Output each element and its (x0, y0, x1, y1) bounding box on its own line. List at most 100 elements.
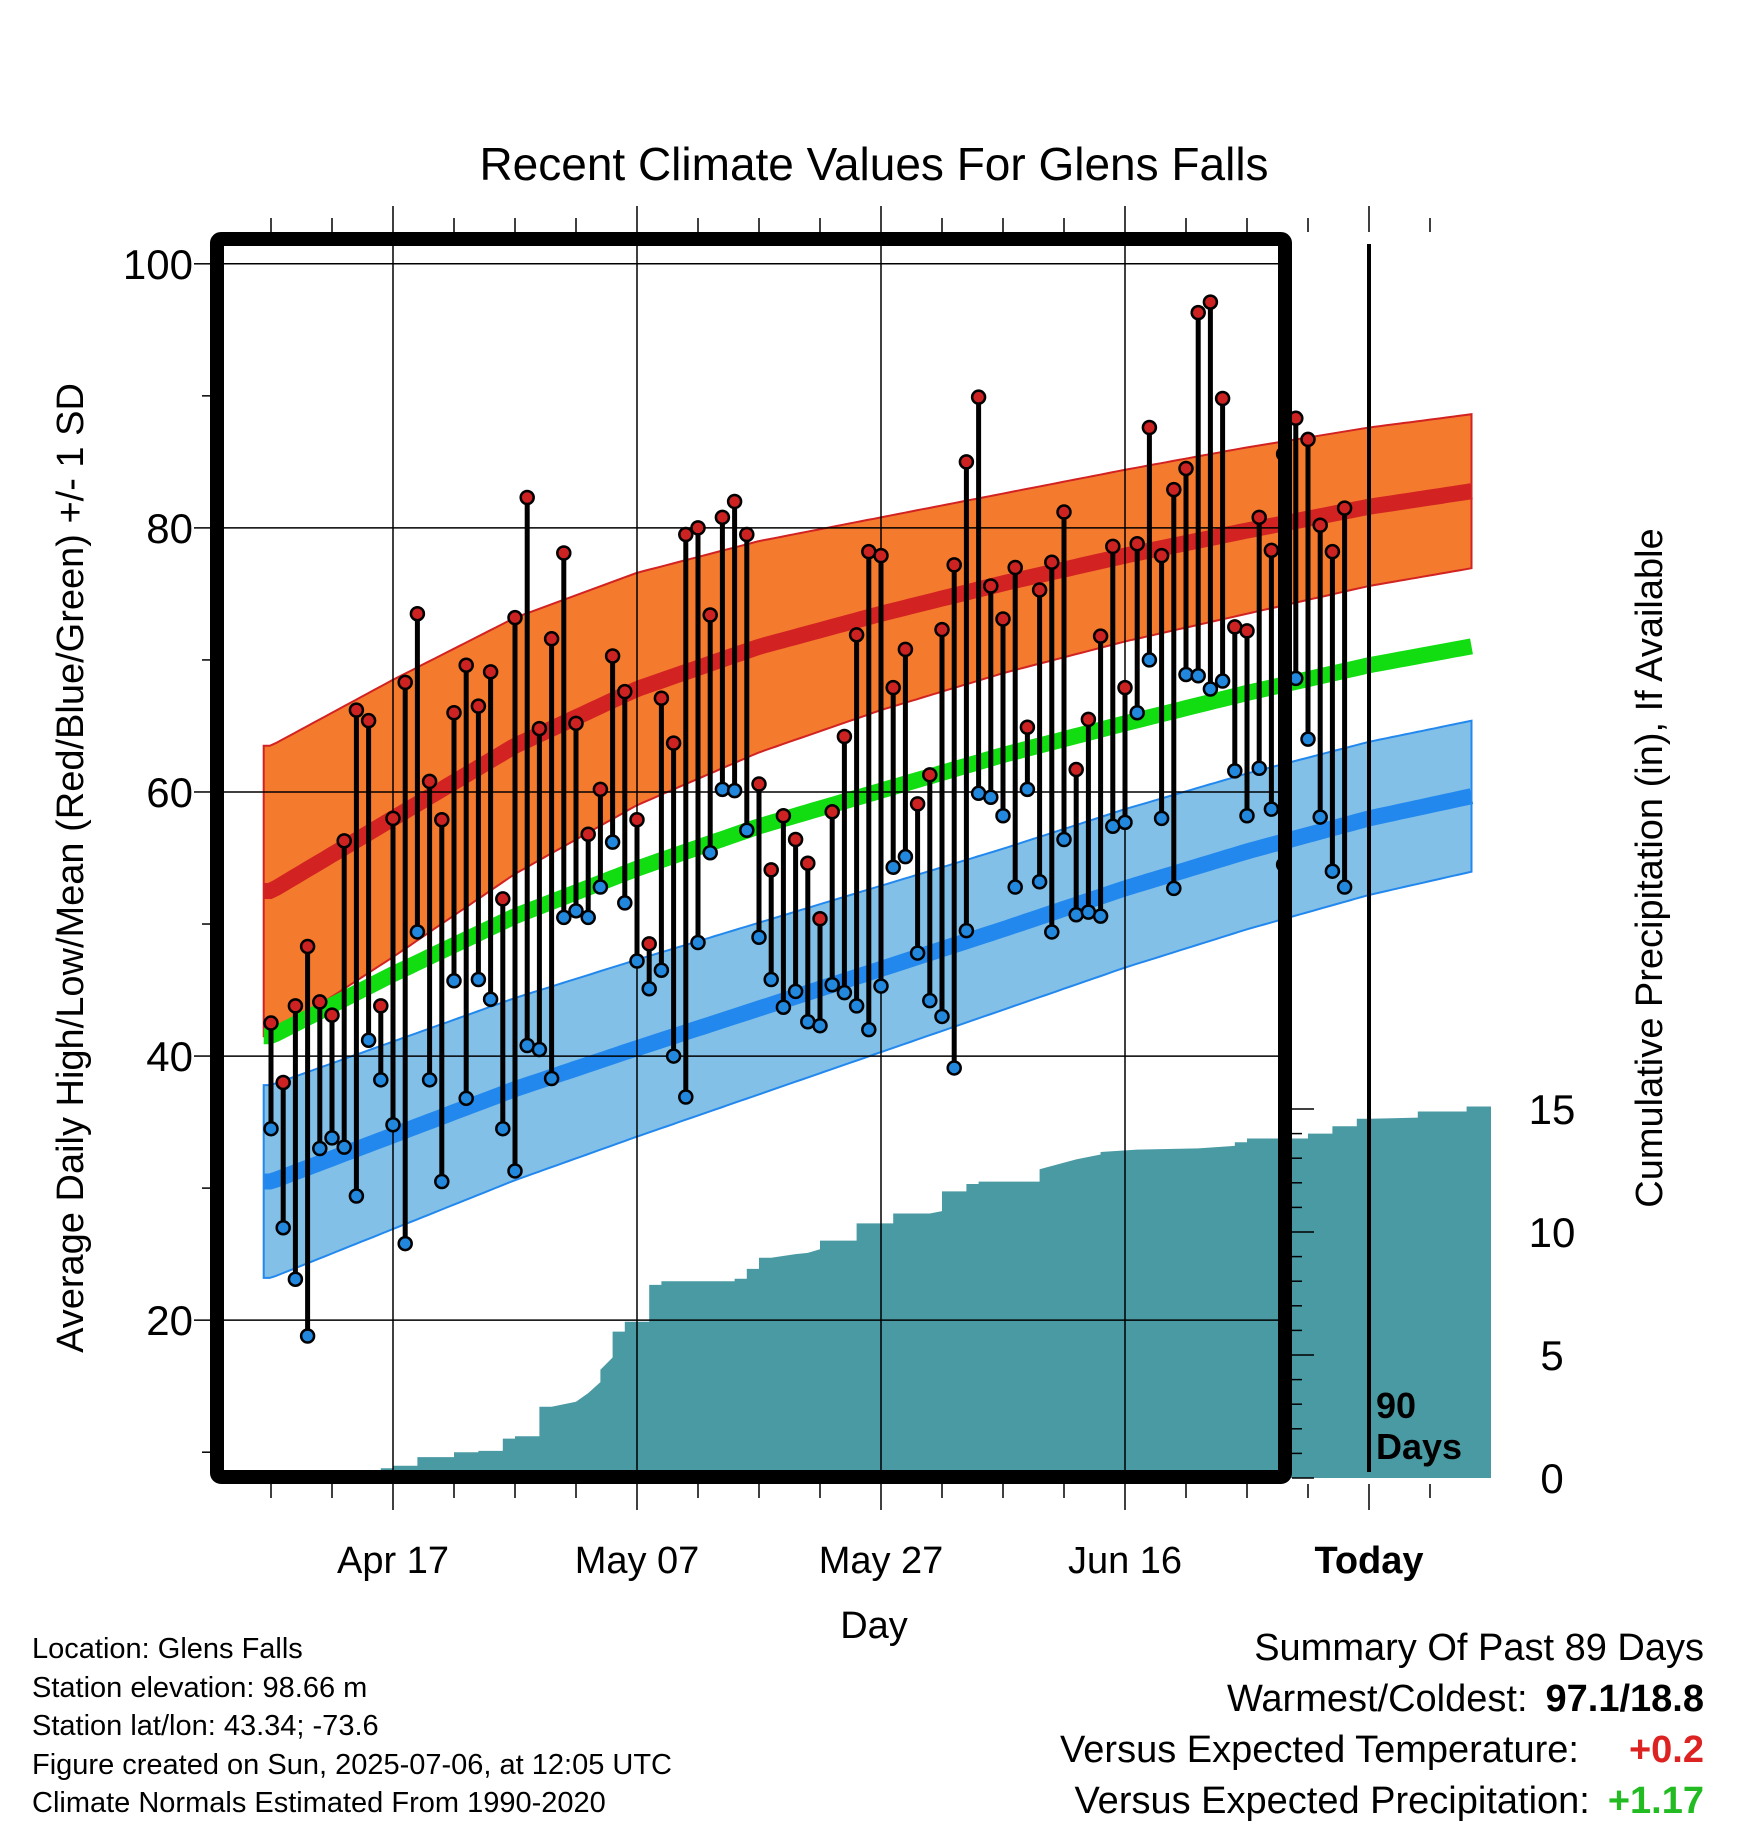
observed-high-point (739, 526, 755, 543)
observed-high-point (836, 728, 853, 745)
info-created: Figure created on Sun, 2025-07-06, at 12… (32, 1748, 672, 1781)
observed-high-point (409, 605, 426, 622)
observed-high-point (1324, 543, 1341, 560)
observed-low-point (1336, 879, 1353, 895)
observed-high-point (787, 831, 804, 848)
observed-high-point (1044, 554, 1060, 570)
observed-high-point (1019, 719, 1036, 736)
observed-low-point (385, 1116, 401, 1133)
y2-tick-label: 10 (1529, 1209, 1576, 1256)
observed-low-point (458, 1090, 474, 1107)
observed-high-point (800, 855, 816, 872)
observed-high-point (519, 489, 535, 506)
observed-high-point (653, 690, 670, 706)
observed-high-point (909, 796, 926, 812)
observed-high-point (1300, 431, 1316, 448)
observed-high-point (507, 609, 523, 626)
precip-anomaly-label: Versus Expected Precipitation: (1074, 1780, 1590, 1822)
observed-low-point (324, 1130, 340, 1146)
observed-low-point (1300, 731, 1316, 747)
observed-low-point (775, 999, 792, 1015)
observed-low-point (1263, 801, 1280, 817)
warmest-coldest-value: 97.1/18.8 (1545, 1678, 1704, 1720)
observed-low-point (763, 971, 779, 988)
warmest-coldest-label: Warmest/Coldest: (1226, 1678, 1528, 1720)
observed-high-point (360, 712, 377, 729)
observed-high-point (458, 657, 474, 673)
observed-low-point (1068, 907, 1084, 923)
observed-low-point (568, 903, 584, 919)
observed-high-point (897, 641, 914, 658)
observed-low-point (909, 945, 926, 961)
observed-high-point (1178, 460, 1194, 477)
observed-low-point (495, 1120, 511, 1137)
observed-high-point (1056, 504, 1072, 520)
observed-low-point (373, 1072, 389, 1088)
observed-low-point (653, 962, 670, 978)
observed-low-point (1092, 908, 1109, 924)
observed-low-point (714, 781, 731, 798)
observed-low-point (1031, 874, 1048, 890)
observed-high-point (604, 648, 621, 664)
observed-high-point (970, 389, 987, 405)
observed-high-point (580, 826, 596, 842)
observed-high-point (775, 807, 792, 824)
observed-low-point (336, 1139, 352, 1155)
observed-high-point (617, 683, 633, 700)
observed-low-point (873, 978, 889, 994)
observed-high-point (470, 698, 487, 714)
info-elevation: Station elevation: 98.66 m (32, 1671, 368, 1704)
observed-high-point (434, 811, 450, 828)
observed-low-point (275, 1219, 291, 1236)
observed-high-point (1312, 517, 1328, 534)
observed-low-point (1239, 807, 1255, 824)
observed-low-point (958, 922, 975, 939)
observed-low-point (1044, 924, 1060, 940)
observed-low-point (1251, 760, 1267, 776)
summary-panel: Summary Of Past 89 Days Warmest/Coldest:… (1060, 1623, 1704, 1827)
observed-high-point (1166, 481, 1182, 498)
observed-high-point (1214, 390, 1231, 407)
observed-low-point (1312, 809, 1328, 825)
observed-high-point (397, 674, 413, 691)
observed-low-point (1129, 705, 1145, 721)
observed-high-point (495, 891, 511, 907)
observed-low-point (543, 1070, 560, 1087)
station-info: Location: Glens Falls Station elevation:… (32, 1630, 672, 1823)
observed-low-point (751, 929, 767, 945)
observed-high-point (1105, 538, 1121, 555)
axes: 20 40 60 80 100 0 5 10 15 Apr 17 May 07 May 27 Jun 1… (123, 206, 1575, 1582)
observed-high-point (336, 833, 352, 849)
observed-high-point (1202, 294, 1219, 310)
observed-low-point (665, 1048, 682, 1064)
temp-anomaly-label: Versus Expected Temperature: (1060, 1729, 1579, 1771)
observed-low-point (922, 992, 938, 1009)
observed-low-point (617, 895, 633, 911)
observed-low-point (1324, 863, 1341, 879)
observed-low-point (348, 1188, 365, 1204)
observed-high-point (385, 810, 401, 827)
observed-high-point (1263, 542, 1280, 559)
observed-high-point (1129, 535, 1145, 552)
observed-high-point (1068, 761, 1084, 778)
observed-points (263, 294, 1353, 1344)
observed-low-point (983, 789, 999, 806)
observed-low-point (409, 924, 426, 940)
observed-high-point (1080, 711, 1097, 728)
observed-high-point (934, 621, 950, 638)
observed-low-point (848, 998, 865, 1014)
observed-high-point (263, 1015, 279, 1031)
x-tick-label: May 07 (575, 1540, 700, 1582)
observed-high-point (556, 545, 572, 561)
observed-high-point (287, 998, 304, 1014)
observed-high-point (1336, 500, 1353, 516)
y2-tick-label: 15 (1529, 1086, 1576, 1133)
observed-low-point (885, 859, 901, 875)
observed-low-point (263, 1120, 279, 1137)
y-axis-label: Average Daily High/Low/Mean (Red/Blue/Gr… (50, 383, 92, 1353)
precip-anomaly-value: +1.17 (1607, 1780, 1704, 1822)
observed-low-point (1166, 880, 1182, 897)
observed-high-point (543, 631, 560, 647)
observed-low-point (946, 1060, 962, 1076)
today-label-line1: 90 (1376, 1385, 1416, 1426)
